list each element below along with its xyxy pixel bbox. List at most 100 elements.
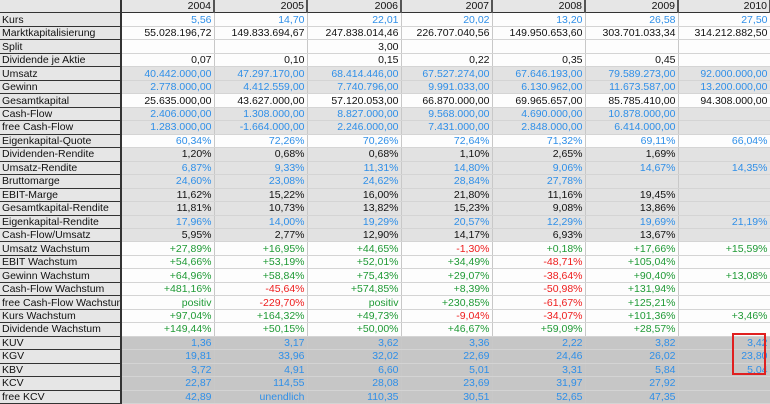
corner-cell[interactable] (0, 0, 122, 14)
cell-2010[interactable]: +15,59% (678, 241, 770, 256)
cell-2007[interactable]: 20,57% (401, 215, 493, 229)
cell-2005[interactable]: 149.833.694,67 (214, 26, 308, 41)
cell-2010[interactable] (678, 322, 770, 337)
cell-2004[interactable]: +64,96% (121, 268, 215, 283)
row-label[interactable]: Cash-Flow Wachstum (0, 282, 122, 297)
cell-2004[interactable] (121, 39, 215, 54)
cell-2010[interactable]: 14,35% (678, 161, 770, 176)
cell-2005[interactable]: unendlich (214, 390, 308, 404)
cell-2008[interactable]: 12,29% (492, 215, 586, 229)
cell-2009[interactable]: 26,02 (585, 349, 679, 364)
cell-2009[interactable]: +125,21% (585, 295, 679, 310)
column-header-2008[interactable]: 2008 (492, 0, 586, 14)
cell-2006[interactable]: +50,00% (307, 322, 402, 337)
cell-2008[interactable]: 6.130.962,00 (492, 80, 586, 95)
cell-2005[interactable]: +164,32% (214, 309, 308, 324)
cell-2009[interactable]: 85.785.410,00 (585, 93, 679, 108)
cell-2005[interactable]: 47.297.170,00 (214, 66, 308, 81)
cell-2005[interactable]: -45,64% (214, 282, 308, 297)
cell-2004[interactable]: 42,89 (121, 390, 215, 404)
cell-2006[interactable]: 110,35 (307, 390, 402, 404)
cell-2009[interactable]: 1,69% (585, 147, 679, 162)
cell-2009[interactable]: +105,04% (585, 255, 679, 270)
row-label[interactable]: Eigenkapital-Rendite (0, 215, 122, 229)
cell-2008[interactable]: -38,64% (492, 268, 586, 283)
cell-2008[interactable]: -34,07% (492, 309, 586, 324)
cell-2006[interactable]: 7.740.796,00 (307, 80, 402, 95)
cell-2004[interactable]: 19,81 (121, 349, 215, 364)
cell-2008[interactable]: 2.848.000,00 (492, 120, 586, 135)
cell-2010[interactable]: 13.200.000,00 (678, 80, 770, 95)
cell-2005[interactable]: 72,26% (214, 134, 308, 149)
cell-2009[interactable]: 79.589.273,00 (585, 66, 679, 81)
cell-2007[interactable]: 0,22 (401, 53, 493, 68)
cell-2006[interactable]: +49,73% (307, 309, 402, 324)
cell-2010[interactable] (678, 39, 770, 54)
cell-2010[interactable]: 5,04 (678, 363, 770, 378)
cell-2008[interactable]: 2,65% (492, 147, 586, 162)
row-label[interactable]: Kurs (0, 12, 122, 27)
cell-2010[interactable] (678, 120, 770, 135)
cell-2010[interactable] (678, 174, 770, 189)
row-label[interactable]: Cash-Flow (0, 107, 122, 122)
row-label[interactable]: KGV (0, 349, 122, 364)
row-label[interactable]: Dividende je Aktie (0, 53, 122, 68)
cell-2008[interactable]: 13,20 (492, 12, 586, 27)
cell-2008[interactable]: -61,67% (492, 295, 586, 310)
cell-2007[interactable]: -1,30% (401, 241, 493, 256)
cell-2008[interactable]: 3,31 (492, 363, 586, 378)
cell-2006[interactable]: 16,00% (307, 188, 402, 203)
row-label[interactable]: Umsatz Wachstum (0, 241, 122, 256)
row-label[interactable]: EBIT-Marge (0, 188, 122, 203)
cell-2008[interactable]: 52,65 (492, 390, 586, 404)
row-label[interactable]: Gewinn Wachstum (0, 268, 122, 283)
cell-2007[interactable]: 66.870.000,00 (401, 93, 493, 108)
cell-2010[interactable] (678, 255, 770, 270)
cell-2008[interactable]: 67.646.193,00 (492, 66, 586, 81)
cell-2009[interactable]: 19,45% (585, 188, 679, 203)
cell-2005[interactable]: 9,33% (214, 161, 308, 176)
cell-2004[interactable]: 11,62% (121, 188, 215, 203)
cell-2005[interactable]: 14,70 (214, 12, 308, 27)
cell-2007[interactable]: 7.431.000,00 (401, 120, 493, 135)
row-label[interactable]: free KCV (0, 390, 122, 404)
row-label[interactable]: Gesamtkapital (0, 93, 122, 108)
cell-2009[interactable]: 10.878.000,00 (585, 107, 679, 122)
cell-2010[interactable]: +13,08% (678, 268, 770, 283)
cell-2006[interactable]: 2.246.000,00 (307, 120, 402, 135)
cell-2006[interactable]: 57.120.053,00 (307, 93, 402, 108)
cell-2009[interactable]: 0,45 (585, 53, 679, 68)
row-label[interactable]: Cash-Flow/Umsatz (0, 228, 122, 243)
cell-2010[interactable] (678, 295, 770, 310)
cell-2010[interactable] (678, 228, 770, 243)
cell-2008[interactable]: 27,78% (492, 174, 586, 189)
row-label[interactable]: KBV (0, 363, 122, 378)
cell-2006[interactable]: positiv (307, 295, 402, 310)
cell-2008[interactable]: 69.965.657,00 (492, 93, 586, 108)
cell-2007[interactable]: +46,67% (401, 322, 493, 337)
cell-2010[interactable]: 23,80 (678, 349, 770, 364)
cell-2009[interactable]: 19,69% (585, 215, 679, 229)
cell-2007[interactable] (401, 39, 493, 54)
cell-2010[interactable]: 66,04% (678, 134, 770, 149)
cell-2009[interactable]: 69,11% (585, 134, 679, 149)
cell-2004[interactable]: 1,20% (121, 147, 215, 162)
cell-2004[interactable]: 25.635.000,00 (121, 93, 215, 108)
cell-2005[interactable]: 23,08% (214, 174, 308, 189)
cell-2007[interactable]: 20,02 (401, 12, 493, 27)
cell-2010[interactable] (678, 376, 770, 391)
cell-2004[interactable]: 55.028.196,72 (121, 26, 215, 41)
cell-2007[interactable]: 9.568.000,00 (401, 107, 493, 122)
cell-2007[interactable]: 9.991.033,00 (401, 80, 493, 95)
cell-2005[interactable]: 4,91 (214, 363, 308, 378)
row-label[interactable]: Kurs Wachstum (0, 309, 122, 324)
cell-2008[interactable]: 4.690.000,00 (492, 107, 586, 122)
column-header-2007[interactable]: 2007 (401, 0, 493, 14)
cell-2007[interactable]: 15,23% (401, 201, 493, 216)
cell-2008[interactable]: 31,97 (492, 376, 586, 391)
cell-2009[interactable]: 13,67% (585, 228, 679, 243)
cell-2010[interactable]: 27,50 (678, 12, 770, 27)
cell-2004[interactable]: +27,89% (121, 241, 215, 256)
cell-2004[interactable]: 60,34% (121, 134, 215, 149)
cell-2008[interactable]: -50,98% (492, 282, 586, 297)
